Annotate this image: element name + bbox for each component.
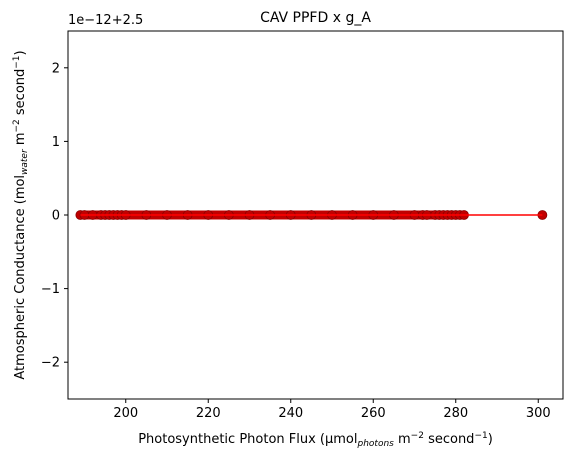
y-axis-label: Atmospheric Conductance (molwater m−2 se… bbox=[12, 50, 30, 379]
x-tick-label-200: 200 bbox=[113, 406, 138, 421]
x-tick-label-300: 300 bbox=[526, 406, 551, 421]
y-axis-label-sup2: −1 bbox=[12, 55, 22, 68]
x-axis-label-sub: photons bbox=[357, 439, 395, 449]
y-tick-label-0: −2 bbox=[41, 356, 60, 371]
y-axis-label-mid2: second bbox=[13, 69, 28, 120]
chart-title: CAV PPFD x g_A bbox=[260, 10, 371, 26]
y-tick-label-1: −1 bbox=[41, 282, 60, 297]
x-tick-label-280: 280 bbox=[443, 406, 468, 421]
x-tick-label-240: 240 bbox=[278, 406, 303, 421]
y-axis-label-sub: water bbox=[20, 148, 30, 175]
axes: 200 220 240 260 280 300 −2 −1 0 1 2 bbox=[41, 61, 551, 421]
x-axis-label-mid: m bbox=[394, 432, 411, 447]
y-tick-label-2: 0 bbox=[52, 209, 60, 224]
x-axis-label-suffix: ) bbox=[488, 432, 493, 447]
x-axis-label-sup1: −2 bbox=[411, 431, 424, 441]
chart-marks bbox=[75, 210, 548, 220]
x-tick-label-220: 220 bbox=[196, 406, 221, 421]
y-tick-label-4: 2 bbox=[52, 61, 60, 76]
y-axis-label-suffix: ) bbox=[13, 50, 28, 55]
y-axis-label-sup1: −2 bbox=[12, 119, 22, 132]
x-axis-label: Photosynthetic Photon Flux (µmolphotons … bbox=[138, 431, 493, 449]
plot-border bbox=[67, 30, 564, 400]
x-tick-label-260: 260 bbox=[361, 406, 386, 421]
x-axis-label-prefix: Photosynthetic Photon Flux (µmol bbox=[138, 432, 357, 447]
x-axis-label-sup2: −1 bbox=[474, 431, 487, 441]
y-axis-label-prefix: Atmospheric Conductance (mol bbox=[13, 175, 28, 380]
x-axis-label-mid2: second bbox=[424, 432, 475, 447]
y-tick-label-3: 1 bbox=[52, 135, 60, 150]
y-offset-text: 1e−12+2.5 bbox=[68, 13, 143, 28]
y-axis-label-mid: m bbox=[13, 133, 28, 150]
